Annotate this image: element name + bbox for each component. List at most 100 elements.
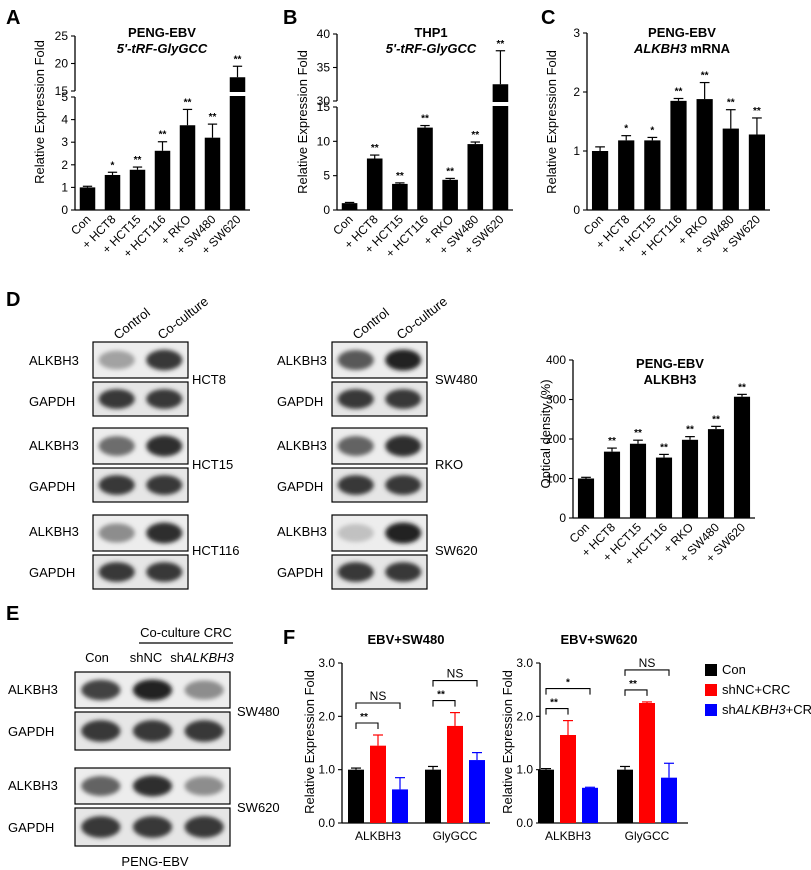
blot-d-rko-target-band-0 xyxy=(337,436,374,456)
legend-swatch-2 xyxy=(705,704,717,716)
legend-swatch-0 xyxy=(705,664,717,676)
chart-a-ytick-label-6: 15 xyxy=(55,84,69,98)
blot-d-rko-loading-label: GAPDH xyxy=(277,479,323,494)
legend-label-0-prefix: Con xyxy=(722,662,746,677)
blot-d-sw480-target-band-0 xyxy=(337,349,374,371)
chart-a-sig-4: ** xyxy=(184,97,192,108)
chart-d-ylabel: Optical density (%) xyxy=(538,379,553,488)
blot-e-footer: PENG-EBV xyxy=(121,854,189,869)
blot-d-hct15-cellline-label: HCT15 xyxy=(192,457,233,472)
blot-d-col-coculture-right: Co-culture xyxy=(394,294,450,343)
chart-b-ytick-label-4: 30 xyxy=(317,94,331,108)
chart-c-subtitle: ALKBH3 xyxy=(633,41,687,56)
legend-label-2-italic: ALKBH3 xyxy=(735,702,787,717)
chart-a-sig-2: ** xyxy=(134,155,142,166)
chart-f2-bracket-3 xyxy=(624,669,670,676)
blot-d-hct8-cellline-label: HCT8 xyxy=(192,372,226,387)
chart-c-subtitle-line: ALKBH3 mRNA xyxy=(633,41,731,56)
chart-f1-bar-1-0 xyxy=(425,769,441,823)
chart-b-bar-0 xyxy=(341,203,358,210)
blot-e-sw620-target-band-1 xyxy=(132,775,173,797)
chart-b-ytick-label-6: 40 xyxy=(317,27,331,41)
blot-d-hct8-target-band-0 xyxy=(98,350,135,370)
chart-d-bar-5 xyxy=(707,429,725,518)
blot-d-sw620-target-band-1 xyxy=(385,522,422,544)
chart-d-bar-3 xyxy=(655,457,673,518)
chart-d-sig-5: ** xyxy=(712,414,720,425)
chart-b-bar-1 xyxy=(366,158,383,210)
chart-f1-bracket-2 xyxy=(432,700,456,707)
chart-f2-bar-1-0 xyxy=(617,769,633,823)
chart-a-bar-4 xyxy=(179,125,196,210)
blot-e-sw620-target-band-0 xyxy=(81,776,121,796)
blot-d-hct15-loading-band-1 xyxy=(146,475,183,495)
blot-d-col-control-left: Control xyxy=(111,305,153,343)
chart-c-sig-3: ** xyxy=(675,86,683,97)
chart-b-title: THP1 xyxy=(414,25,447,40)
blot-d-sw620-loading-band-1 xyxy=(385,562,422,582)
chart-d-sig-6: ** xyxy=(738,382,746,393)
chart-f1-bracket-label-2: ** xyxy=(437,690,445,701)
chart-f2-ytick-label-2: 2.0 xyxy=(516,709,533,723)
chart-a-ylabel: Relative Expression Fold xyxy=(32,40,47,184)
chart-f1-xlabel-1: GlyGCC xyxy=(433,829,478,843)
chart-d-ytick-label-0: 0 xyxy=(559,511,566,525)
blot-d-hct8-target-label: ALKBH3 xyxy=(29,353,79,368)
legend-label-1: shNC+CRC xyxy=(722,682,790,697)
chart-f2-bracket-2 xyxy=(624,689,648,696)
chart-a-bar-2 xyxy=(129,169,146,210)
chart-a-bar-5 xyxy=(204,137,221,210)
chart-a-sig-1: * xyxy=(111,160,115,171)
chart-d-bar-0 xyxy=(577,478,595,518)
blot-d-sw480-cellline-label: SW480 xyxy=(435,372,478,387)
chart-a-ytick-label-8: 25 xyxy=(55,29,69,43)
chart-c-subtitle-suffix: mRNA xyxy=(687,41,731,56)
blot-d-sw480-target-band-1 xyxy=(385,349,422,371)
chart-d-sig-3: ** xyxy=(660,442,668,453)
chart-b-bar-6 xyxy=(492,84,509,210)
chart-d-ytick-label-2: 200 xyxy=(546,432,566,446)
legend-swatch-1 xyxy=(705,684,717,696)
chart-d-title: PENG-EBV xyxy=(636,356,704,371)
panel-label-a: A xyxy=(6,7,20,29)
blot-d-rko-target-label: ALKBH3 xyxy=(277,438,327,453)
chart-b-sig-6: ** xyxy=(497,39,505,50)
chart-f2-bracket-1 xyxy=(545,688,591,695)
chart-d-bar-6 xyxy=(733,396,751,518)
chart-c-sig-5: ** xyxy=(727,98,735,109)
blot-e-sw620-loading-band-0 xyxy=(81,816,121,838)
chart-f1-bracket-3 xyxy=(432,680,478,687)
chart-c-ytick-label-0: 0 xyxy=(573,203,580,217)
chart-c-bar-2 xyxy=(644,140,661,210)
chart-a-sig-3: ** xyxy=(159,130,167,141)
panel-label-f: F xyxy=(283,627,295,649)
chart-a-bar-3 xyxy=(154,150,171,210)
blot-e-sw480-loading-band-0 xyxy=(81,720,121,742)
blot-d-sw620-loading-band-0 xyxy=(337,562,374,582)
blot-e-sw480-target-band-1 xyxy=(132,679,173,701)
chart-c-bar-1 xyxy=(618,140,635,210)
chart-f1-ylabel: Relative Expression Fold xyxy=(302,670,317,814)
chart-c-sig-6: ** xyxy=(753,106,761,117)
blot-d-hct8-loading-label: GAPDH xyxy=(29,394,75,409)
blot-d-col-control-right: Control xyxy=(350,305,392,343)
chart-a-sig-6: ** xyxy=(234,54,242,65)
chart-f2-bar-1-2 xyxy=(661,777,677,823)
blot-e-col-shalkbh3: shALKBH3 xyxy=(170,650,234,665)
legend-label-2: shALKBH3+CRC xyxy=(722,702,811,717)
legend-label-0: Con xyxy=(722,662,746,677)
blot-d-hct116-target-label: ALKBH3 xyxy=(29,524,79,539)
chart-b-bar-3 xyxy=(417,127,433,210)
chart-d-sig-2: ** xyxy=(634,428,642,439)
blot-d-hct116-loading-band-0 xyxy=(98,562,135,582)
chart-f1-bracket-1 xyxy=(355,702,401,709)
chart-c-title: PENG-EBV xyxy=(648,25,716,40)
chart-d-bar-1 xyxy=(603,451,621,518)
chart-f2-bar-1-1 xyxy=(639,703,655,823)
chart-c-sig-1: * xyxy=(624,124,628,135)
chart-b-ylabel: Relative Expression Fold xyxy=(295,50,310,194)
chart-a-ytick-label-2: 2 xyxy=(61,158,68,172)
chart-f1-bracket-label-3: NS xyxy=(447,667,464,681)
chart-d-ytick-label-3: 300 xyxy=(546,393,566,407)
